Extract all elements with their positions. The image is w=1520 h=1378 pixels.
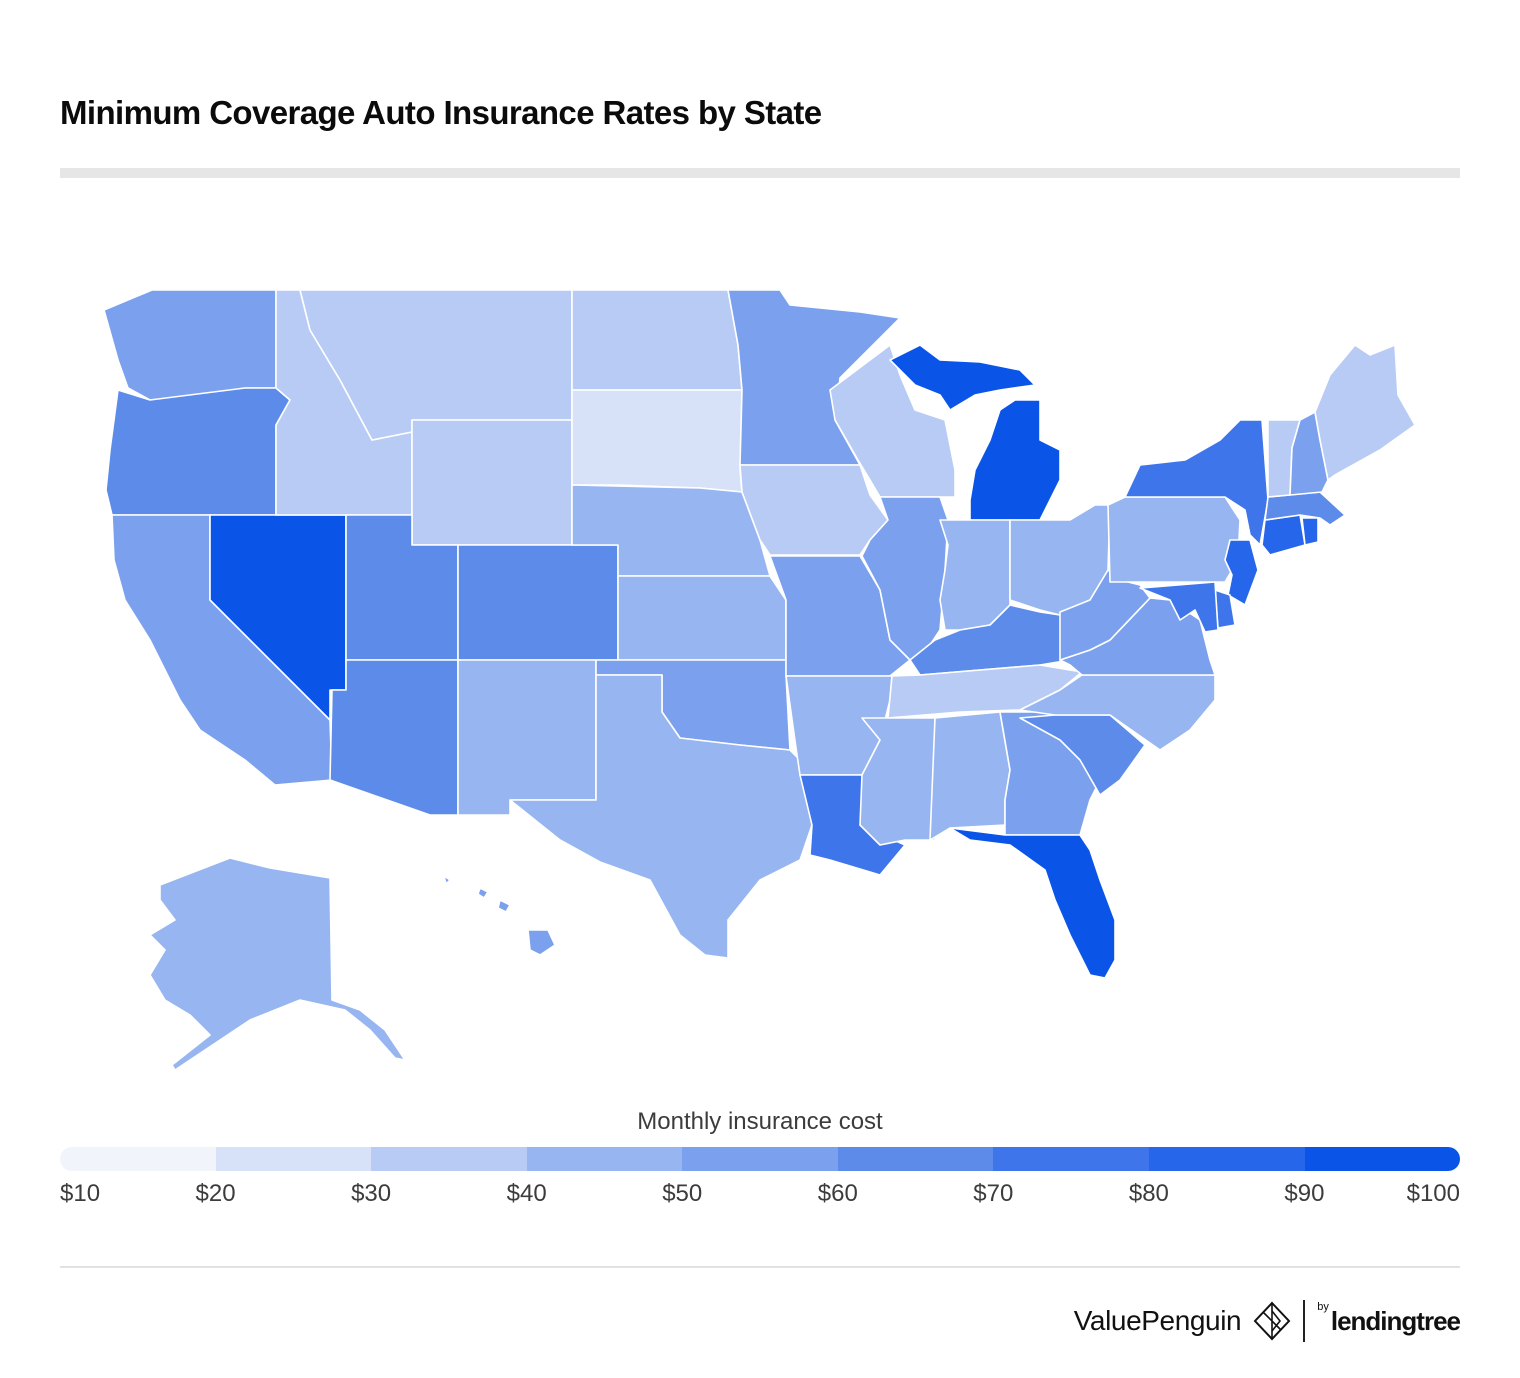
state-or	[105, 387, 291, 516]
state-ct	[1261, 514, 1306, 556]
legend-bin	[1304, 1147, 1460, 1171]
state-fl	[949, 827, 1116, 979]
page-title: Minimum Coverage Auto Insurance Rates by…	[60, 94, 822, 131]
legend-bin	[60, 1147, 216, 1171]
legend-color-scale	[60, 1147, 1460, 1171]
state-nm	[457, 659, 597, 816]
state-tx	[509, 674, 813, 959]
footer-divider	[60, 1266, 1460, 1268]
state-nj	[1224, 539, 1259, 606]
state-me	[1314, 344, 1416, 481]
state-mi	[889, 344, 1036, 411]
state-al	[929, 711, 1011, 841]
legend-bin	[682, 1147, 838, 1171]
brand-lockup: ValuePenguin by lendingtree	[1073, 1296, 1461, 1346]
state-nc	[1019, 674, 1216, 751]
legend-tick-label: $60	[817, 1180, 858, 1207]
penguin-diamond-icon	[1253, 1301, 1291, 1341]
brand-divider	[1303, 1300, 1306, 1342]
state-co	[457, 544, 619, 661]
title-divider	[60, 168, 1460, 178]
legend-ticks: $10 $20 $30 $40 $50 $60 $70 $80 $90 $100	[60, 1180, 1460, 1210]
legend-tick-label: $40	[506, 1180, 547, 1207]
state-hi-island	[443, 875, 451, 885]
legend-tick-label: $20	[195, 1180, 236, 1207]
legend-bin	[526, 1147, 683, 1171]
legend-title: Monthly insurance cost	[637, 1108, 883, 1135]
state-wy	[411, 419, 573, 546]
state-nd	[571, 289, 743, 391]
legend-bin	[993, 1147, 1149, 1171]
lendingtree-logo-text: lendingtree	[1330, 1305, 1461, 1336]
state-hi	[527, 929, 556, 956]
legend-bin	[837, 1147, 994, 1171]
state-md	[1139, 581, 1219, 633]
state-in	[939, 519, 1011, 631]
state-ak	[149, 857, 406, 1071]
legend-bin	[215, 1147, 372, 1171]
valuepenguin-logo-text: ValuePenguin	[1073, 1305, 1242, 1336]
legend-tick-label: $30	[351, 1180, 392, 1207]
legend-tick-label: $90	[1284, 1180, 1325, 1207]
state-ia	[739, 464, 889, 556]
legend-tick-label: $100	[1406, 1180, 1460, 1207]
legend-bin	[371, 1147, 527, 1171]
state-sd	[571, 389, 743, 493]
us-choropleth-map	[103, 289, 1416, 1071]
legend-bin	[1148, 1147, 1305, 1171]
legend-tick-label: $70	[973, 1180, 1014, 1207]
state-mi	[969, 399, 1061, 521]
by-label: by	[1317, 1301, 1329, 1313]
state-ma	[1264, 491, 1346, 526]
state-wv	[1059, 569, 1151, 661]
state-ri	[1301, 517, 1319, 546]
state-ks	[617, 575, 787, 661]
state-hi-island	[497, 899, 511, 913]
legend-tick-label: $10	[60, 1180, 101, 1207]
state-ny	[1124, 419, 1269, 546]
legend-tick-label: $80	[1128, 1180, 1169, 1207]
state-hi-island	[477, 887, 489, 899]
state-pa	[1107, 496, 1241, 583]
state-az	[329, 659, 459, 816]
state-wi	[829, 344, 956, 498]
legend-tick-label: $50	[662, 1180, 703, 1207]
state-wa	[103, 289, 277, 401]
